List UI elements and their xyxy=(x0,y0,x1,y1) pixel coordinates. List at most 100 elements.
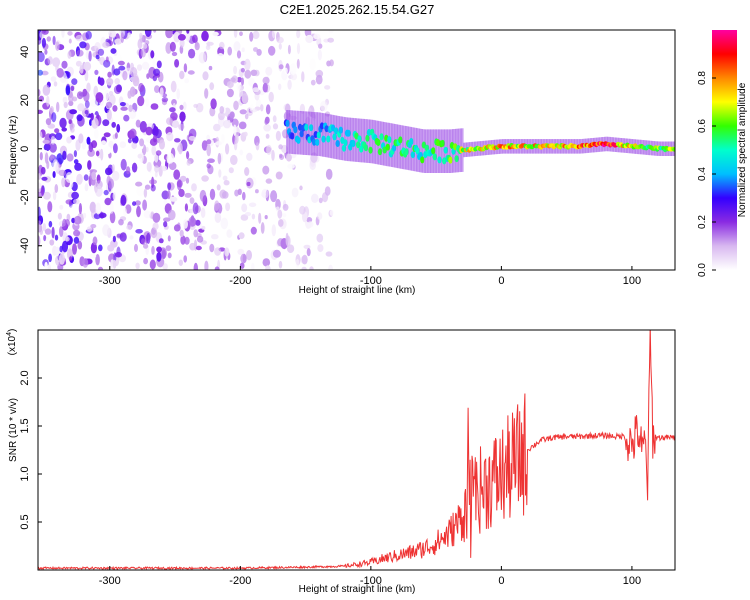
noise-speckle xyxy=(241,47,245,52)
noise-speckle xyxy=(212,31,219,37)
noise-speckle xyxy=(119,102,126,107)
ridge-mark xyxy=(387,136,392,144)
ridge-halo xyxy=(409,126,412,171)
noise-speckle xyxy=(135,119,141,128)
svg-text:(x104): (x104) xyxy=(6,329,18,356)
noise-speckle xyxy=(98,212,107,219)
x-tick-label: 100 xyxy=(623,575,641,587)
y-tick-label: 0.5 xyxy=(19,514,31,529)
noise-speckle xyxy=(65,172,73,183)
noise-speckle xyxy=(71,191,79,200)
ridge-halo xyxy=(350,117,353,162)
x-tick-label: -100 xyxy=(360,275,382,287)
noise-speckle xyxy=(250,226,257,235)
snr-multiplier: (x104) xyxy=(6,329,18,356)
noise-speckle xyxy=(250,69,258,77)
ridge-mark xyxy=(385,143,390,151)
noise-speckle xyxy=(81,141,86,150)
noise-speckle xyxy=(59,204,64,210)
noise-speckle xyxy=(265,265,271,270)
noise-speckle xyxy=(143,210,152,219)
ridge-halo xyxy=(303,111,306,155)
noise-speckle xyxy=(65,236,70,242)
noise-speckle xyxy=(107,71,112,78)
ridge-halo xyxy=(447,129,450,173)
ridge-mark xyxy=(333,127,339,135)
noise-speckle xyxy=(264,118,269,125)
spectrogram-frame xyxy=(37,29,676,271)
noise-speckle xyxy=(83,174,89,181)
noise-speckle xyxy=(55,246,60,257)
noise-speckle xyxy=(82,212,87,219)
noise-speckle xyxy=(104,89,110,101)
noise-speckle xyxy=(230,154,238,166)
ridge-mark xyxy=(437,156,442,164)
spectrogram-marks xyxy=(38,30,675,270)
noise-speckle xyxy=(139,121,148,133)
noise-speckle xyxy=(143,257,149,265)
ridge-mark xyxy=(420,156,425,164)
noise-speckle xyxy=(289,63,297,75)
noise-speckle xyxy=(76,173,83,185)
noise-speckle xyxy=(90,98,99,108)
noise-speckle xyxy=(272,123,279,130)
noise-speckle xyxy=(255,142,260,151)
noise-speckle xyxy=(95,254,100,266)
noise-speckle xyxy=(321,192,329,203)
noise-speckle xyxy=(108,140,114,149)
snr-marks xyxy=(38,330,675,570)
noise-speckle xyxy=(256,48,262,56)
ridge-halo xyxy=(292,110,295,155)
noise-speckle xyxy=(226,88,234,98)
noise-speckle xyxy=(99,85,107,91)
colorbar-axis: 0.0 0.2 0.4 0.6 0.8 xyxy=(697,71,716,277)
noise-speckle xyxy=(324,85,331,90)
noise-speckle xyxy=(241,93,249,105)
noise-speckle xyxy=(285,153,292,162)
noise-speckle xyxy=(184,203,188,212)
noise-speckle xyxy=(95,92,104,103)
noise-speckle xyxy=(268,91,274,103)
ridge-halo xyxy=(397,124,400,169)
noise-speckle xyxy=(168,209,176,221)
noise-speckle xyxy=(309,266,314,270)
noise-speckle xyxy=(209,243,215,253)
noise-speckle xyxy=(44,49,48,55)
noise-speckle xyxy=(301,71,305,83)
spectrogram-title: C2E1.2025.262.15.54.G27 xyxy=(280,2,435,17)
noise-speckle xyxy=(233,65,238,75)
y-tick-label: 2.0 xyxy=(19,370,31,385)
noise-speckle xyxy=(271,224,276,237)
snr-x-label: Height of straight line (km) xyxy=(299,584,416,595)
noise-speckle xyxy=(113,143,118,154)
noise-speckle xyxy=(328,264,333,270)
noise-speckle xyxy=(166,117,173,125)
ridge-mark xyxy=(454,155,459,163)
noise-speckle xyxy=(47,56,53,65)
noise-speckle xyxy=(167,182,172,191)
noise-speckle xyxy=(310,79,316,86)
noise-speckle xyxy=(76,49,84,57)
noise-speckle xyxy=(54,128,60,134)
ridge-halo xyxy=(434,129,437,173)
ridge-mark xyxy=(432,153,437,161)
spectrogram-x-label: Height of straight line (km) xyxy=(299,285,416,296)
noise-speckle xyxy=(127,138,132,144)
noise-speckle xyxy=(173,224,181,232)
noise-speckle xyxy=(140,47,146,58)
noise-speckle xyxy=(103,189,109,196)
noise-speckle xyxy=(185,31,191,42)
noise-speckle xyxy=(193,262,198,270)
ridge-halo xyxy=(361,118,364,163)
noise-speckle xyxy=(253,47,258,52)
noise-speckle xyxy=(38,95,45,102)
noise-speckle xyxy=(241,77,244,86)
ridge-halo xyxy=(408,126,411,171)
noise-speckle xyxy=(62,150,67,160)
noise-speckle xyxy=(201,175,209,182)
noise-speckle xyxy=(184,192,192,198)
noise-speckle xyxy=(325,168,333,180)
noise-speckle xyxy=(217,152,222,165)
ridge-halo xyxy=(337,116,340,160)
ridge-mark xyxy=(431,147,436,155)
